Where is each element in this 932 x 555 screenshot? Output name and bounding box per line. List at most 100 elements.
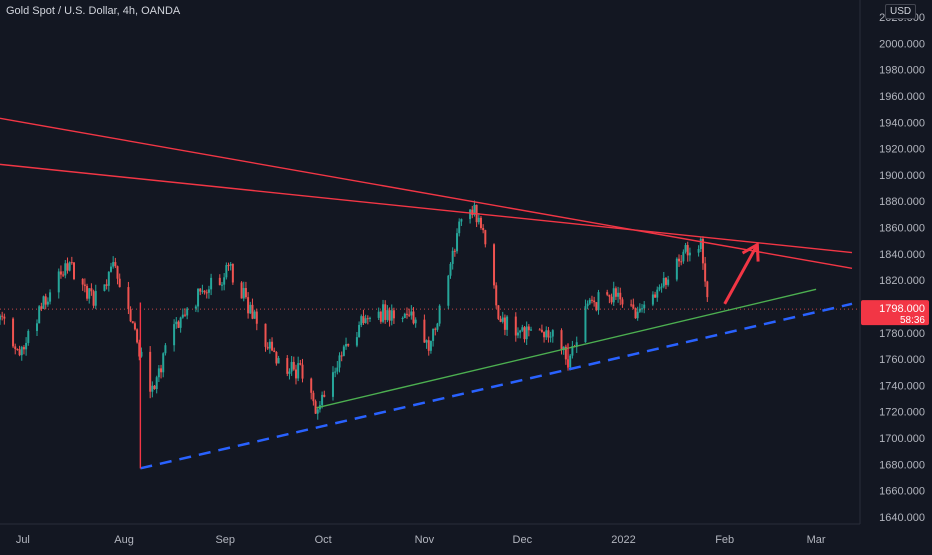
candle [27,329,30,346]
candle [294,364,297,385]
candle-body [277,358,280,364]
candle [586,300,589,310]
candle [506,315,509,336]
candle-body [704,263,707,282]
candle-body [584,306,587,343]
candle [392,307,395,324]
candle-body [83,284,86,286]
candle-body [651,294,654,305]
candle-body [660,286,663,288]
candle-body [688,252,691,256]
candle-body [453,250,456,252]
candle [133,321,136,331]
candle [109,262,112,273]
candle-body [70,262,73,264]
candle [621,297,624,308]
y-tick-label: 1660.000 [879,486,925,498]
candle-body [175,321,178,325]
candle [64,260,67,279]
candle-body [614,288,617,297]
candle-body [299,363,302,365]
candle-body [482,228,485,231]
candle [264,323,267,352]
candle [314,399,317,414]
candle-body [25,342,28,350]
x-tick-label: Jul [16,534,30,546]
candle [181,308,184,319]
candle [155,375,158,394]
candle-body [0,315,1,320]
candle-body [59,271,62,275]
candle [301,358,304,383]
candle-body [571,346,574,356]
candle [608,294,611,304]
candle-body [312,392,315,402]
candle [118,273,121,288]
candle-body [684,245,687,252]
candle [247,292,250,319]
candle [519,329,522,339]
candle-body [612,288,615,303]
candle [514,312,517,342]
candle [299,359,302,366]
candle-body [16,349,19,351]
x-tick-label: Dec [513,534,533,546]
candle-body [514,316,517,336]
candle [244,281,247,299]
currency-button[interactable]: USD [885,4,917,19]
candle [562,346,565,355]
candle [3,313,6,325]
candle-body [538,329,541,331]
candle [179,316,182,333]
candle-body [479,217,482,229]
candle-body [118,278,121,288]
candle [382,299,385,324]
candle-body [379,311,382,322]
candle [277,355,280,364]
candle-body [429,340,432,351]
candle [451,247,454,270]
candle-body [314,401,317,414]
x-tick-label: Sep [215,534,235,546]
candle-body [503,317,506,330]
candle-body [340,355,343,357]
candle-body [680,261,683,263]
candle [675,257,678,282]
candle [704,256,707,287]
candle-body [519,330,522,333]
candle-body [414,319,417,324]
candle [336,361,339,375]
candle [38,305,41,324]
candle-body [129,309,132,322]
candle-body [366,318,369,320]
candle-body [403,313,406,318]
candle-body [547,330,550,338]
forecast-arrow-head [741,242,760,262]
candle-body [368,317,371,319]
candle [1,311,4,321]
candle [310,377,313,400]
candle-body [173,324,176,346]
candle-body [247,297,250,314]
candle [273,347,276,353]
candle-body [656,289,659,298]
candle-body [617,292,620,297]
candle [66,257,69,274]
y-tick-label: 1880.000 [879,196,925,208]
candle-body [386,310,389,320]
candle [275,351,278,366]
candle [388,307,391,327]
candle [14,343,17,355]
candle [35,319,38,337]
candle-body [427,340,430,351]
x-tick-label: Nov [415,534,435,546]
candle-body [225,265,228,278]
forecast-arrow-shaft [723,243,759,305]
candle-body [358,324,361,338]
y-tick-label: 1700.000 [879,433,925,445]
y-tick-label: 1640.000 [879,512,925,524]
candle-body [493,244,496,286]
candle [688,247,691,262]
